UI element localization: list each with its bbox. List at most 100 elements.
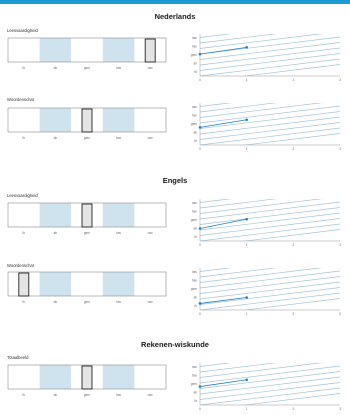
trend-graph-nl-lees: nav hav gem ab lb 0 1 2 3	[172, 31, 344, 84]
plot-mask-right	[340, 265, 344, 318]
plot-mask-top	[200, 196, 344, 199]
trend-band-line	[199, 53, 341, 71]
top-accent-bar	[0, 0, 350, 4]
trend-band-line	[199, 196, 341, 214]
trend-band-line	[199, 100, 341, 118]
score-bar-nl-lees: lb ab gem hav nav	[7, 37, 167, 77]
trend-band-line	[199, 58, 341, 77]
trend-band-line	[199, 111, 341, 129]
trend-band-line	[199, 218, 341, 236]
x-tick-label: 2	[292, 407, 294, 411]
scale-tick-label: gem	[84, 300, 91, 304]
scale-tick-label: hav	[116, 300, 122, 304]
y-tick-label: nav	[192, 201, 198, 205]
y-tick-label: lb	[195, 399, 198, 403]
y-tick-label: gem	[191, 53, 198, 57]
x-tick-label: 0	[199, 312, 201, 316]
trend-band-line	[199, 223, 341, 242]
section-title-nederlands: Nederlands	[154, 12, 196, 21]
y-tick-label: lb	[195, 139, 198, 143]
trend-band-line	[199, 207, 341, 225]
y-tick-label: gem	[191, 382, 198, 386]
score-marker	[81, 108, 93, 133]
plot-mask-left	[172, 196, 200, 249]
y-tick-label: nav	[192, 36, 198, 40]
plot-mask-bottom	[200, 76, 344, 84]
scale-tick-label: hav	[116, 393, 122, 397]
plot-mask-bottom	[200, 405, 344, 413]
y-tick-label: ab	[193, 131, 197, 135]
scale-cell	[39, 365, 72, 389]
plot-mask-bottom	[200, 145, 344, 153]
scale-cell	[8, 203, 40, 227]
scale-cell	[134, 272, 166, 296]
trend-band-line	[199, 365, 341, 384]
trend-band-line	[199, 360, 257, 367]
series-point	[245, 46, 248, 49]
series-point	[245, 118, 248, 122]
plot-mask-right	[340, 196, 344, 249]
scale-tick-label: lb	[23, 393, 26, 397]
y-tick-label: lb	[195, 304, 198, 308]
scale-tick-label: ab	[54, 231, 58, 235]
series-point	[198, 126, 202, 129]
scale-cell	[102, 365, 135, 389]
scale-tick-label: ab	[54, 300, 58, 304]
scale-tick-label: nav	[148, 300, 154, 304]
trend-band-line	[199, 31, 257, 38]
x-tick-label: 0	[199, 147, 201, 151]
trend-band-line	[199, 127, 341, 146]
trend-band-line	[199, 387, 341, 406]
trend-band-line	[199, 31, 341, 49]
scale-cell	[134, 365, 166, 389]
scale-cell	[39, 203, 72, 227]
plot-mask-right	[340, 31, 344, 84]
trend-band-line	[199, 270, 341, 289]
plot-mask-left	[172, 31, 200, 84]
scale-tick-label: gem	[84, 66, 91, 70]
y-tick-label: hav	[192, 210, 198, 214]
trend-band-line	[199, 265, 341, 283]
row-label-en-woord: Woordenschat	[7, 263, 34, 268]
scale-tick-label: ab	[54, 66, 58, 70]
scale-tick-label: ab	[54, 393, 58, 397]
plot-mask-right	[340, 360, 344, 413]
trend-band-line	[199, 47, 341, 66]
plot-mask-top	[200, 265, 344, 268]
y-tick-label: nav	[192, 365, 198, 369]
trend-graph-rw-totaal: nav hav gem ab lb 0 1 2 3	[172, 360, 344, 413]
x-tick-label: 1	[246, 312, 248, 316]
scale-tick-label: gem	[84, 231, 91, 235]
scale-tick-label: nav	[148, 66, 154, 70]
trend-band-line	[199, 292, 341, 311]
scale-cell	[8, 365, 40, 389]
scale-frame	[7, 271, 167, 297]
trend-band-line	[199, 265, 302, 278]
y-tick-label: gem	[191, 287, 198, 291]
score-bar-rw-totaal: lb ab gem hav nav	[7, 364, 167, 404]
scale-cell	[102, 108, 135, 132]
series-point	[245, 296, 248, 299]
scale-cell	[39, 108, 72, 132]
section-title-rekenen: Rekenen-wiskunde	[141, 340, 209, 349]
series-point	[245, 217, 248, 221]
score-bar-en-woord: lb ab gem hav nav	[7, 271, 167, 311]
y-tick-label: ab	[193, 391, 197, 395]
scale-tick-label: nav	[148, 136, 154, 140]
row-label-rw-totaal: Totaalbeeld	[7, 355, 29, 360]
trend-band-line	[199, 100, 302, 113]
trend-band-line	[199, 196, 257, 203]
x-tick-label: 2	[292, 312, 294, 316]
trend-band-line	[199, 382, 341, 400]
section-title-engels: Engels	[162, 176, 188, 185]
trend-graph-nl-woord: nav hav gem ab lb 0 1 2 3	[172, 100, 344, 153]
x-tick-label: 3	[339, 407, 341, 411]
plot-mask-right	[340, 100, 344, 153]
scale-tick-label: gem	[84, 136, 91, 140]
trend-band-line	[199, 36, 341, 55]
x-tick-label: 3	[339, 312, 341, 316]
trend-band-line	[199, 42, 341, 60]
x-tick-label: 1	[246, 147, 248, 151]
x-tick-label: 0	[199, 243, 201, 247]
x-tick-label: 0	[199, 78, 201, 82]
